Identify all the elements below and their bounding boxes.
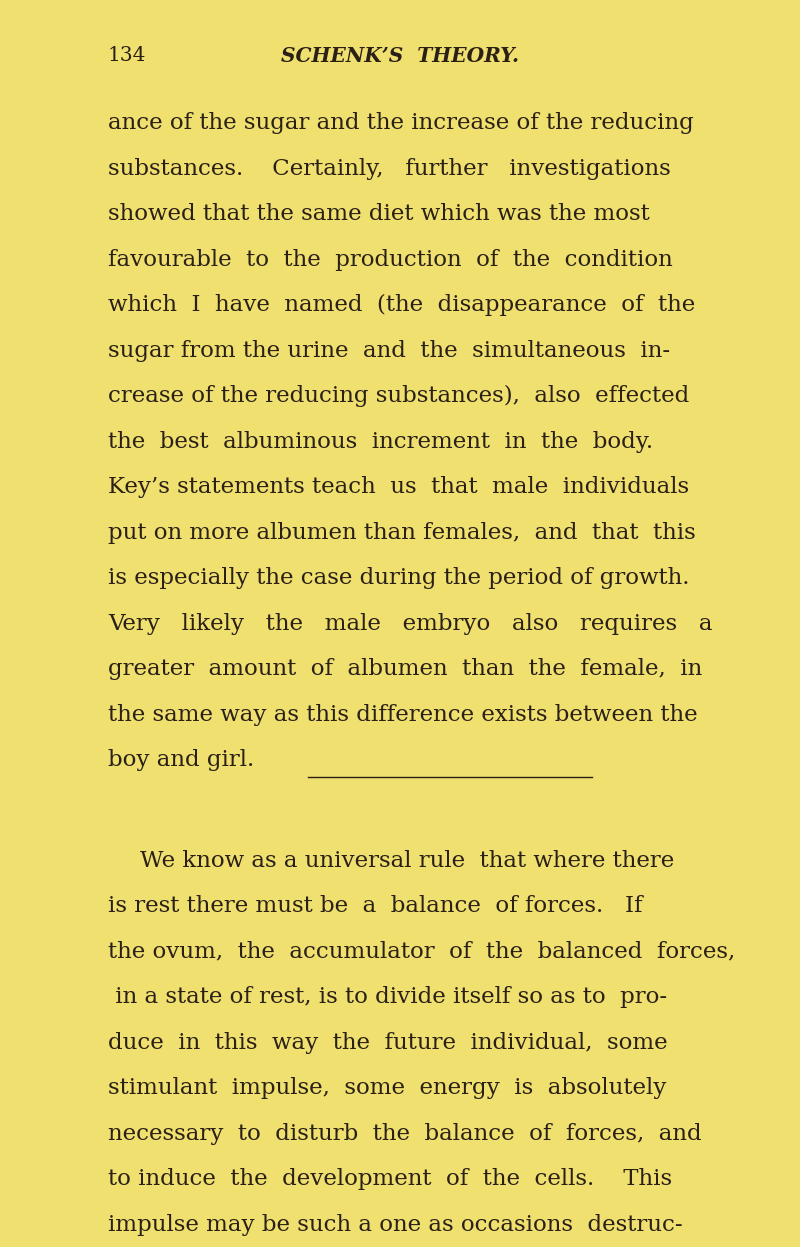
Text: the same way as this difference exists between the: the same way as this difference exists b… xyxy=(108,703,698,726)
Text: 134: 134 xyxy=(108,46,146,65)
Text: impulse may be such a one as occasions  destruc-: impulse may be such a one as occasions d… xyxy=(108,1213,682,1236)
Text: ance of the sugar and the increase of the reducing: ance of the sugar and the increase of th… xyxy=(108,112,694,135)
Text: Very   likely   the   male   embryo   also   requires   a: Very likely the male embryo also require… xyxy=(108,612,713,635)
Text: favourable  to  the  production  of  the  condition: favourable to the production of the cond… xyxy=(108,249,673,271)
Text: duce  in  this  way  the  future  individual,  some: duce in this way the future individual, … xyxy=(108,1031,668,1054)
Text: greater  amount  of  albumen  than  the  female,  in: greater amount of albumen than the femal… xyxy=(108,658,702,681)
Text: to induce  the  development  of  the  cells.    This: to induce the development of the cells. … xyxy=(108,1168,672,1191)
Text: boy and girl.: boy and girl. xyxy=(108,749,254,772)
Text: is especially the case during the period of growth.: is especially the case during the period… xyxy=(108,567,690,590)
Text: sugar from the urine  and  the  simultaneous  in-: sugar from the urine and the simultaneou… xyxy=(108,339,670,362)
Text: crease of the reducing substances),  also  effected: crease of the reducing substances), also… xyxy=(108,385,690,408)
Text: the ovum,  the  accumulator  of  the  balanced  forces,: the ovum, the accumulator of the balance… xyxy=(108,940,735,963)
Text: in a state of rest, is to divide itself so as to  pro-: in a state of rest, is to divide itself … xyxy=(108,986,667,1009)
Text: We know as a universal rule  that where there: We know as a universal rule that where t… xyxy=(140,849,674,872)
Text: necessary  to  disturb  the  balance  of  forces,  and: necessary to disturb the balance of forc… xyxy=(108,1122,702,1145)
Text: substances.    Certainly,   further   investigations: substances. Certainly, further investiga… xyxy=(108,158,670,180)
Text: which  I  have  named  (the  disappearance  of  the: which I have named (the disappearance of… xyxy=(108,294,695,317)
Text: Key’s statements teach  us  that  male  individuals: Key’s statements teach us that male indi… xyxy=(108,476,689,499)
Text: the  best  albuminous  increment  in  the  body.: the best albuminous increment in the bod… xyxy=(108,430,653,453)
Text: showed that the same diet which was the most: showed that the same diet which was the … xyxy=(108,203,650,226)
Text: stimulant  impulse,  some  energy  is  absolutely: stimulant impulse, some energy is absolu… xyxy=(108,1077,666,1100)
Text: put on more albumen than females,  and  that  this: put on more albumen than females, and th… xyxy=(108,521,696,544)
Text: SCHENK’S  THEORY.: SCHENK’S THEORY. xyxy=(281,46,519,66)
Text: is rest there must be  a  balance  of forces.   If: is rest there must be a balance of force… xyxy=(108,895,642,918)
